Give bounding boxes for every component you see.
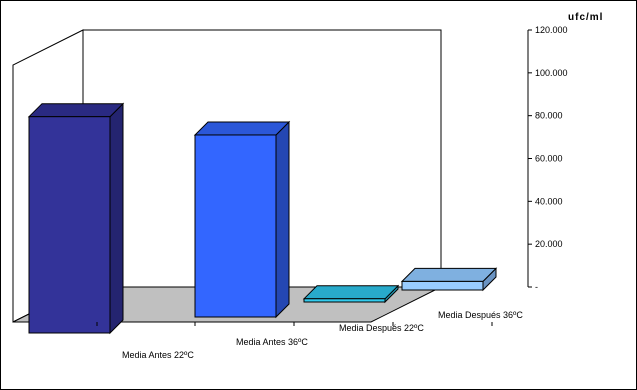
bar-2 bbox=[193, 120, 291, 319]
bar-top bbox=[302, 285, 400, 300]
y-axis-ticks: - 20.000 40.000 60.000 80.000 100.000 120.000 bbox=[528, 25, 568, 292]
y-tick-label: 120.000 bbox=[535, 25, 568, 35]
y-tick-label: 80.000 bbox=[535, 111, 563, 121]
bars bbox=[27, 102, 498, 335]
bar-top bbox=[400, 267, 498, 282]
category-label: Media Antes 36ºC bbox=[236, 337, 308, 347]
y-tick-label: 20.000 bbox=[535, 239, 563, 249]
bar-front bbox=[401, 280, 484, 291]
bar-1 bbox=[27, 102, 125, 335]
category-label: Media Después 22ºC bbox=[339, 323, 424, 333]
bar-front bbox=[303, 298, 386, 303]
bar-side bbox=[275, 120, 290, 319]
bar-side bbox=[109, 102, 124, 335]
bar-front bbox=[194, 134, 277, 318]
y-tick-label: - bbox=[535, 282, 538, 292]
y-tick-label: 100.000 bbox=[535, 68, 568, 78]
category-label: Media Después 36ºC bbox=[438, 310, 523, 320]
bar-3 bbox=[302, 284, 400, 304]
y-tick-label: 60.000 bbox=[535, 154, 563, 164]
bar-4 bbox=[400, 267, 498, 292]
bar-top bbox=[27, 103, 125, 118]
bar-front bbox=[28, 116, 111, 334]
x-axis-categories: Media Antes 22ºC Media Antes 36ºC Media De… bbox=[96, 310, 523, 360]
bar-top bbox=[193, 121, 291, 136]
y-tick-label: 40.000 bbox=[535, 196, 563, 206]
y-axis-title: ufc/ml bbox=[568, 12, 603, 23]
category-label: Media Antes 22ºC bbox=[122, 350, 194, 360]
